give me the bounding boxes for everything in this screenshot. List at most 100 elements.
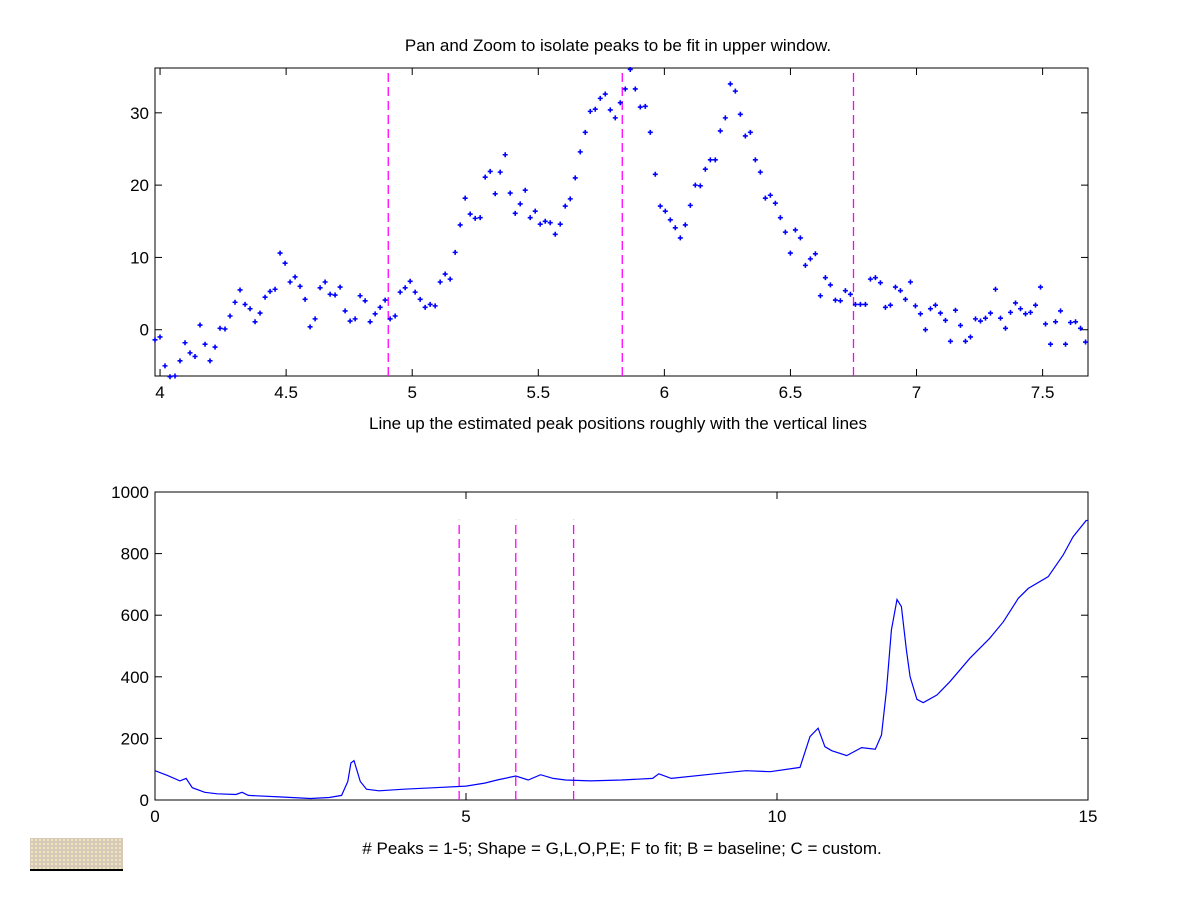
data-point bbox=[942, 317, 948, 323]
data-point bbox=[577, 149, 583, 155]
data-point bbox=[877, 280, 883, 286]
data-point bbox=[482, 174, 488, 180]
data-point bbox=[442, 271, 448, 277]
data-point bbox=[927, 306, 933, 312]
data-point bbox=[1002, 325, 1008, 331]
y-tick-label: 800 bbox=[121, 545, 149, 564]
data-point bbox=[627, 66, 633, 72]
data-point bbox=[1018, 306, 1023, 312]
data-point bbox=[562, 203, 568, 209]
data-point bbox=[367, 319, 373, 325]
data-point bbox=[257, 310, 263, 316]
data-point bbox=[407, 278, 413, 284]
data-point bbox=[737, 111, 743, 117]
data-point bbox=[1008, 309, 1013, 315]
data-point bbox=[197, 322, 203, 328]
data-point bbox=[612, 115, 618, 121]
x-tick-label: 5 bbox=[407, 383, 416, 402]
data-point bbox=[267, 288, 273, 294]
data-point bbox=[667, 217, 673, 223]
data-point bbox=[977, 318, 983, 324]
data-point bbox=[597, 95, 603, 101]
data-point bbox=[167, 374, 173, 380]
data-point bbox=[502, 152, 508, 158]
top-axes[interactable]: 4 4.5 5 5.5 6 6.5 7 7.5 0 10 20 30 bbox=[130, 66, 1089, 402]
axes-box bbox=[154, 491, 1089, 801]
data-point bbox=[472, 215, 478, 221]
data-point bbox=[427, 301, 433, 307]
color-swatch-button[interactable] bbox=[30, 838, 123, 871]
data-point bbox=[997, 315, 1003, 321]
data-point bbox=[1038, 284, 1044, 290]
data-point bbox=[1053, 319, 1059, 325]
data-point bbox=[557, 221, 563, 227]
data-point bbox=[687, 202, 693, 208]
data-point bbox=[617, 100, 623, 106]
y-tick-label: 400 bbox=[121, 668, 149, 687]
data-point bbox=[157, 334, 163, 340]
data-point bbox=[357, 293, 363, 299]
data-point bbox=[882, 304, 888, 310]
data-point bbox=[937, 310, 943, 316]
data-point bbox=[372, 311, 378, 317]
data-point bbox=[827, 282, 833, 288]
data-point bbox=[722, 115, 728, 121]
data-point bbox=[567, 196, 573, 202]
data-point bbox=[702, 166, 708, 172]
top-plot-xlabel: Line up the estimated peak positions rou… bbox=[369, 414, 867, 433]
data-point bbox=[537, 221, 543, 227]
data-point bbox=[202, 341, 208, 347]
data-point bbox=[457, 222, 463, 228]
data-point bbox=[912, 303, 918, 309]
data-point bbox=[332, 292, 338, 298]
data-point bbox=[712, 157, 718, 163]
axes-box bbox=[154, 67, 1089, 377]
data-point bbox=[802, 262, 808, 268]
data-point bbox=[747, 129, 753, 135]
data-point bbox=[622, 86, 628, 92]
data-point bbox=[837, 298, 843, 304]
data-point bbox=[727, 81, 733, 87]
data-point bbox=[387, 316, 393, 322]
y-tick-label: 1000 bbox=[111, 483, 149, 502]
data-point bbox=[707, 157, 713, 163]
data-point bbox=[222, 326, 228, 332]
data-point bbox=[182, 340, 188, 346]
x-tick-label: 6 bbox=[660, 383, 669, 402]
data-point bbox=[547, 220, 553, 226]
data-point bbox=[252, 319, 258, 325]
data-point bbox=[692, 182, 698, 188]
data-point bbox=[872, 275, 878, 281]
data-point bbox=[302, 296, 308, 302]
data-point bbox=[602, 91, 608, 97]
data-point bbox=[932, 302, 938, 308]
data-point bbox=[682, 222, 688, 228]
data-point bbox=[817, 293, 823, 299]
data-point bbox=[772, 200, 778, 206]
data-point bbox=[962, 338, 968, 344]
data-point bbox=[532, 208, 538, 214]
data-point bbox=[757, 169, 763, 175]
data-point bbox=[402, 285, 408, 291]
data-point bbox=[922, 327, 928, 333]
x-tick-label: 5 bbox=[461, 807, 470, 826]
data-point bbox=[447, 276, 453, 282]
data-point bbox=[947, 338, 953, 344]
data-point bbox=[362, 298, 368, 304]
data-point bbox=[1048, 341, 1054, 347]
data-point bbox=[987, 310, 993, 316]
x-tick-label: 7.5 bbox=[1031, 383, 1055, 402]
data-point bbox=[732, 88, 738, 94]
data-point bbox=[312, 316, 318, 322]
data-point bbox=[452, 249, 458, 255]
data-point bbox=[437, 279, 443, 285]
data-point bbox=[952, 307, 958, 313]
bottom-axes[interactable]: 0 5 10 15 0 200 400 600 800 1000 bbox=[111, 483, 1097, 826]
data-point bbox=[152, 337, 158, 343]
data-point bbox=[637, 104, 643, 110]
data-point bbox=[662, 208, 668, 214]
data-point bbox=[902, 296, 908, 302]
data-point bbox=[297, 283, 303, 289]
data-point bbox=[272, 286, 278, 292]
data-point bbox=[867, 276, 873, 282]
